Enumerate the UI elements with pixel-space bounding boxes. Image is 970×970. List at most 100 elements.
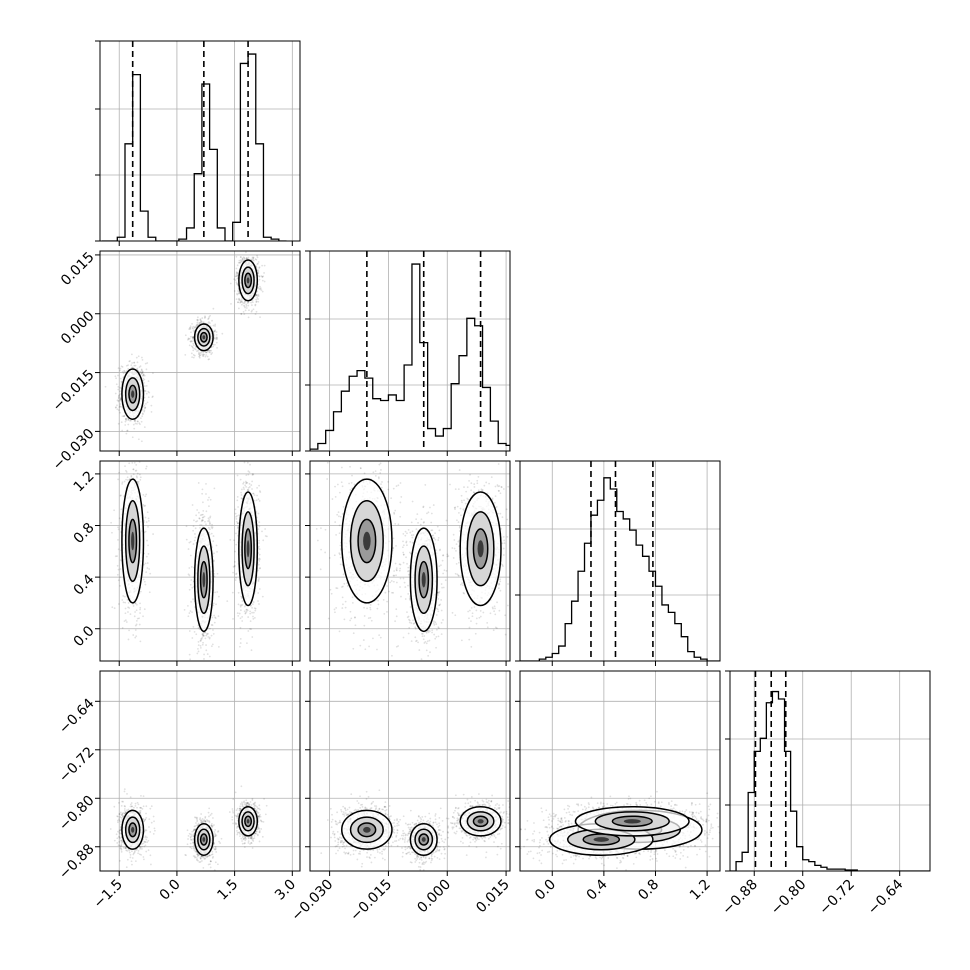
tick-label-x: 0.015 <box>473 877 513 917</box>
tick-label-y: −0.80 <box>56 793 98 835</box>
density-contour <box>472 528 489 570</box>
panel-1-0: −0.030 −0.015 0.000 0.015 <box>50 249 301 474</box>
density-contour <box>197 327 211 347</box>
density-contour <box>121 809 145 850</box>
tick-label-x: −0.030 <box>288 877 336 925</box>
histogram-3 <box>730 690 930 871</box>
density-contour <box>349 499 384 583</box>
tick-label-y: −0.015 <box>50 367 98 415</box>
panel-frame <box>99 250 301 452</box>
density-contour <box>349 816 384 844</box>
density-contour <box>472 815 489 828</box>
density-contour <box>244 528 253 570</box>
tick-label-x: 0.0 <box>157 877 184 904</box>
density-contour <box>466 811 495 832</box>
density-contour <box>193 822 214 856</box>
density-contour <box>193 323 214 352</box>
tick-label-y: −0.88 <box>56 841 98 883</box>
density-contour <box>124 377 141 412</box>
density-contour <box>418 560 430 599</box>
density-contour <box>121 478 145 604</box>
density-contour <box>574 806 690 837</box>
panel-frame <box>99 670 301 872</box>
density-contour <box>357 822 377 838</box>
panel-frame <box>99 460 301 662</box>
density-contour <box>197 828 211 851</box>
density-contour <box>244 272 253 289</box>
panel-2-0: 0.0 0.4 0.8 1.2 <box>71 460 301 666</box>
density-contour <box>124 499 141 583</box>
panel-1-1 <box>305 250 511 456</box>
tick-label-x: 1.2 <box>687 877 714 904</box>
density-contour <box>466 511 495 587</box>
density-contour <box>128 518 138 564</box>
tick-label-y: −0.030 <box>50 426 98 474</box>
density-contour <box>341 809 393 850</box>
density-contour <box>193 527 214 633</box>
density-contour <box>409 822 438 856</box>
tick-label-y: 0.8 <box>71 520 98 547</box>
density-contour <box>459 806 502 837</box>
density-contour <box>238 491 259 607</box>
density-contour <box>124 816 141 844</box>
tick-label-x: 1.5 <box>214 877 241 904</box>
density-contour <box>128 384 138 404</box>
tick-label-x: 0.4 <box>584 876 611 903</box>
histogram-0 <box>101 53 287 241</box>
tick-label-y: 0.4 <box>71 571 98 598</box>
panel-3-3: −0.88 −0.80 −0.72 −0.64 <box>719 670 931 919</box>
tick-label-y: 0.000 <box>58 308 98 348</box>
tick-label-y: −0.64 <box>56 696 98 738</box>
density-contour <box>418 833 430 846</box>
tick-label-x: 3.0 <box>272 877 299 904</box>
density-contour <box>128 822 138 838</box>
density-contour <box>611 815 653 828</box>
panel-3-1: −0.030 −0.015 0.000 0.015 <box>288 670 513 925</box>
tick-label-x: −1.5 <box>91 877 126 912</box>
density-contour <box>414 545 434 615</box>
panel-frame <box>309 670 511 872</box>
tick-label-x: 0.000 <box>414 877 454 917</box>
density-contour <box>238 259 259 302</box>
tick-label-y: 1.2 <box>71 468 98 495</box>
histogram-1 <box>310 263 510 451</box>
density-contour <box>199 833 208 846</box>
panel-frame <box>99 40 301 242</box>
tick-label-x: 0.0 <box>532 877 559 904</box>
panel-frame <box>309 460 511 662</box>
density-contour <box>414 828 434 851</box>
tick-label-x: −0.015 <box>347 877 395 925</box>
tick-label-y: 0.015 <box>58 249 98 289</box>
density-contour <box>238 806 259 837</box>
tick-label-x: −0.64 <box>865 876 907 918</box>
density-contour <box>594 811 670 832</box>
panel-2-1 <box>305 460 511 666</box>
panel-3-0: −0.88 −0.80 −0.72 −0.64 −1.5 0.0 1.5 3.0 <box>56 670 301 912</box>
histogram-2 <box>520 477 720 661</box>
tick-label-x: 0.8 <box>635 877 662 904</box>
panel-frame <box>519 460 721 662</box>
density-contour <box>197 545 211 615</box>
panel-0-0 <box>95 40 301 246</box>
density-contour <box>199 560 208 599</box>
density-contour <box>241 811 255 832</box>
tick-label-x: −0.88 <box>719 877 761 919</box>
panel-frame <box>729 670 931 872</box>
density-contour <box>409 527 438 633</box>
density-contour <box>241 266 255 295</box>
panel-2-2 <box>515 460 721 666</box>
panel-frame <box>519 670 721 872</box>
density-contour <box>121 368 145 420</box>
density-contour <box>357 518 377 564</box>
density-contour <box>199 331 208 343</box>
panel-frame <box>309 250 511 452</box>
density-contour <box>244 815 253 828</box>
panel-3-2: 0.0 0.4 0.8 1.2 <box>515 670 721 904</box>
density-contour <box>459 491 502 607</box>
density-contour <box>341 478 393 604</box>
tick-label-x: −0.80 <box>768 877 810 919</box>
density-contour <box>241 511 255 587</box>
tick-label-y: −0.72 <box>56 744 98 786</box>
tick-label-x: −0.72 <box>816 877 858 919</box>
